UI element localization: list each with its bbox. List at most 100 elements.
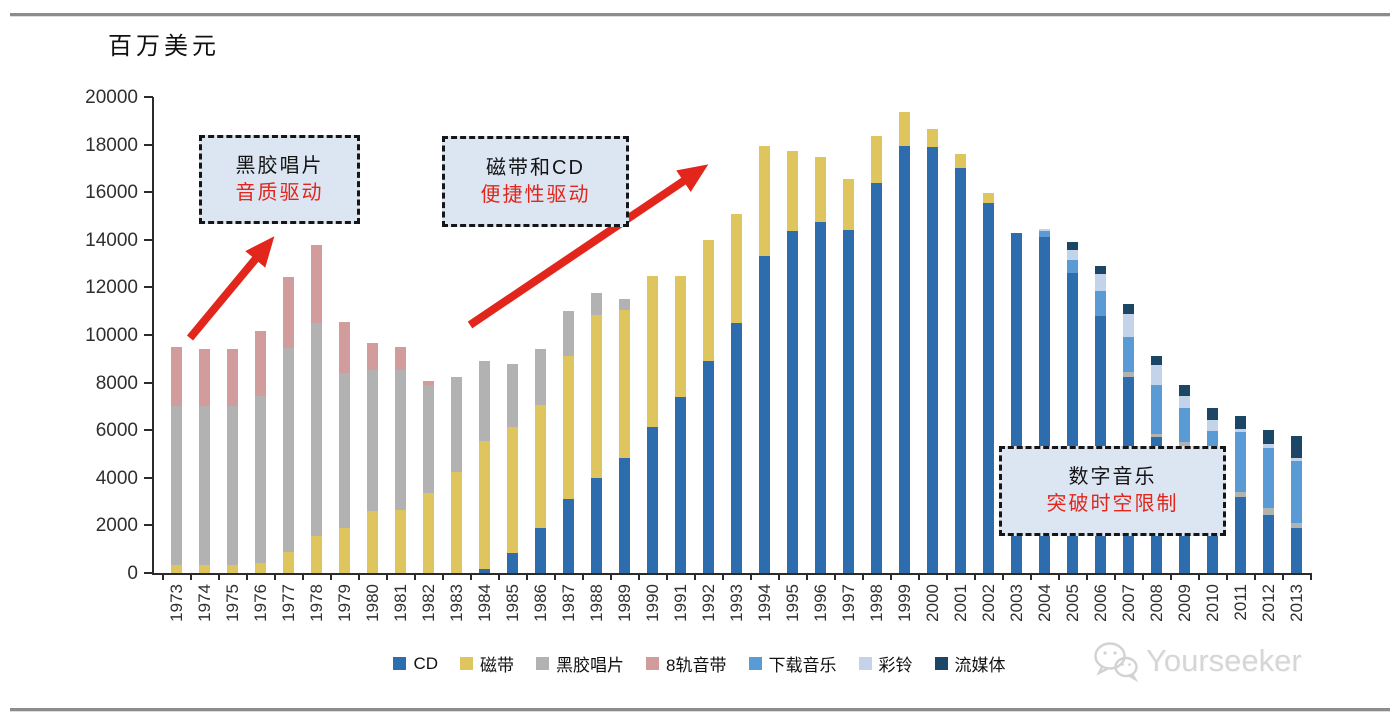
bar-segment (422, 385, 434, 494)
bar-segment (674, 396, 686, 573)
legend-label: 磁带 (480, 656, 515, 675)
x-axis-tick-mark (638, 573, 640, 580)
legend-label: 流媒体 (954, 656, 1006, 675)
legend-swatch (858, 657, 872, 670)
bar-segment (1262, 444, 1274, 449)
bar-segment (926, 129, 938, 147)
x-axis-tick-mark (302, 573, 304, 580)
x-axis-tick-mark (386, 573, 388, 580)
bar-segment (1290, 457, 1302, 462)
legend-label: 下载音乐 (768, 656, 837, 675)
x-axis-year-label: 2012 (1259, 584, 1278, 622)
bar-segment (786, 231, 798, 573)
bar-segment (1206, 419, 1218, 432)
legend: CD 磁带 黑胶唱片 8轨音带 下载音乐 彩铃 流媒体 (0, 651, 1399, 676)
y-axis-tick-label: 16000 (85, 182, 138, 204)
x-axis-tick-mark (1058, 573, 1060, 580)
annotation-cassette-cd-era: 磁带和CD 便捷性驱动 (442, 136, 629, 227)
bar-segment (366, 369, 378, 512)
annotation-vinyl-era: 黑胶唱片 音质驱动 (199, 135, 360, 224)
x-axis-tick-mark (330, 573, 332, 580)
legend-swatch (748, 657, 762, 670)
bar-segment (534, 349, 546, 406)
legend-item: 磁带 (460, 651, 514, 676)
y-axis-tick-label: 4000 (95, 467, 138, 489)
x-axis-year-label: 1998 (867, 584, 886, 622)
x-axis-tick-mark (218, 573, 220, 580)
x-axis-tick-mark (778, 573, 780, 580)
legend-swatch (536, 657, 550, 670)
bar-segment (1150, 364, 1162, 385)
bar-segment (926, 146, 938, 573)
x-axis-tick-mark (1254, 573, 1256, 580)
x-axis-tick-mark (470, 573, 472, 580)
x-axis-year-label: 1997 (839, 584, 858, 622)
x-axis-tick-mark (1142, 573, 1144, 580)
x-axis-tick-mark (554, 573, 556, 580)
bar-segment (394, 509, 406, 573)
x-axis-tick-mark (414, 573, 416, 580)
x-axis-tick-mark (498, 573, 500, 580)
legend-swatch (460, 657, 474, 670)
x-axis-tick-mark (1282, 573, 1284, 580)
bar-segment (618, 299, 630, 311)
bar-segment (1178, 407, 1190, 443)
x-axis-tick-mark (610, 573, 612, 580)
x-axis-tick-mark (1002, 573, 1004, 580)
bar-segment (842, 230, 854, 573)
x-axis-year-label: 1982 (419, 584, 438, 622)
bar-segment (870, 182, 882, 573)
x-axis-year-label: 2004 (1035, 584, 1054, 622)
bar-segment (1290, 436, 1302, 458)
bar-segment (1262, 430, 1274, 445)
bar-segment (1150, 385, 1162, 434)
bar-segment (1234, 428, 1246, 433)
x-axis-tick-mark (1030, 573, 1032, 580)
bar-segment (170, 406, 182, 565)
x-axis-year-label: 1981 (391, 584, 410, 622)
x-axis-year-label: 2005 (1063, 584, 1082, 622)
bar-segment (590, 314, 602, 478)
legend-item: 黑胶唱片 (536, 651, 624, 676)
bar-segment (394, 369, 406, 510)
bar-segment (1290, 461, 1302, 524)
bar-segment (1150, 433, 1162, 438)
bar-segment (1094, 290, 1106, 316)
bar-segment (1038, 231, 1050, 238)
bar-segment (226, 406, 238, 565)
x-axis-tick-mark (358, 573, 360, 580)
legend-swatch (646, 657, 660, 670)
bar-segment (618, 457, 630, 573)
x-axis-tick-mark (1310, 573, 1312, 580)
x-axis-year-label: 2003 (1007, 584, 1026, 622)
annotation-title: 磁带和CD (486, 156, 585, 179)
y-axis-tick-label: 20000 (85, 87, 138, 108)
x-axis-year-label: 1994 (755, 584, 774, 622)
y-axis-tick-label: 10000 (85, 325, 138, 346)
y-axis-unit-label: 百万美元 (108, 33, 220, 60)
bar-segment (226, 349, 238, 407)
bar-segment (1122, 336, 1134, 372)
x-axis-tick-mark (694, 573, 696, 580)
x-axis-year-label: 1986 (531, 584, 550, 622)
x-axis-tick-mark (1198, 573, 1200, 580)
bar-segment (1066, 259, 1078, 274)
annotation-subtitle: 便捷性驱动 (480, 183, 591, 206)
watermark-text: Yourseeker (1146, 643, 1302, 678)
y-axis-tick-label: 8000 (95, 372, 138, 394)
x-axis-tick-mark (1086, 573, 1088, 580)
bar-segment (198, 349, 210, 407)
legend-item: 8轨音带 (646, 651, 727, 676)
legend-label: 8轨音带 (666, 656, 727, 675)
x-axis-tick-mark (1114, 573, 1116, 580)
bar-segment (478, 569, 490, 573)
y-axis-tick-mark (144, 143, 153, 146)
x-axis-tick-mark (1226, 573, 1228, 580)
bar-segment (282, 276, 294, 349)
legend-item: 下载音乐 (748, 651, 837, 676)
x-axis-year-label: 2011 (1231, 584, 1250, 621)
x-axis-year-label: 1984 (475, 584, 494, 622)
bar-segment (646, 426, 658, 573)
x-axis-year-label: 1999 (895, 584, 914, 622)
bar-segment (898, 145, 910, 573)
